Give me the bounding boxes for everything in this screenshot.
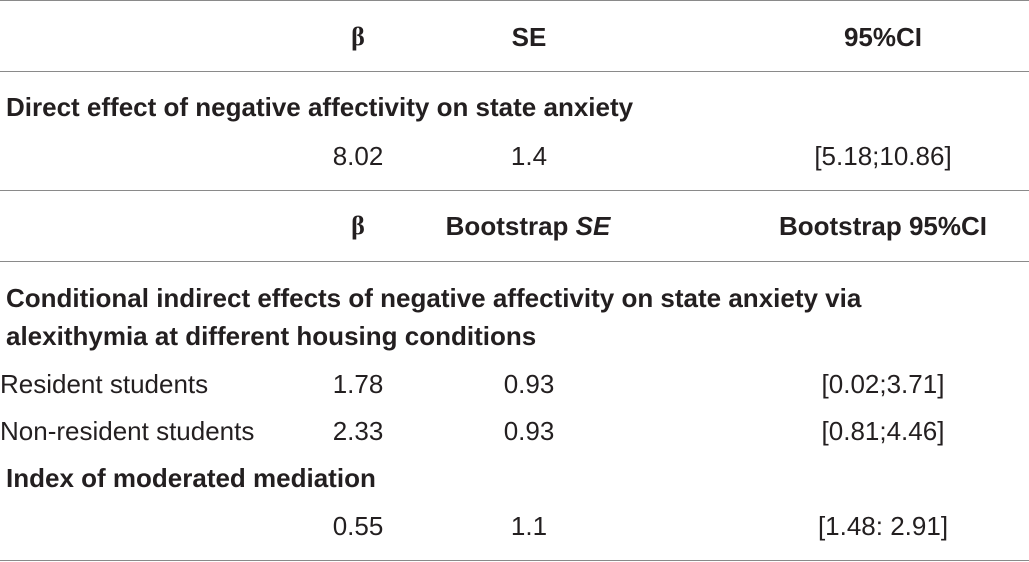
direct-se: 1.4 — [510, 141, 548, 171]
header-ci: 95%CI — [843, 22, 923, 52]
direct-ci: [5.18;10.86] — [814, 141, 952, 171]
index-beta: 0.55 — [332, 511, 384, 541]
header2-se: Bootstrap SE — [398, 211, 658, 241]
header2-se-italic: SE — [575, 211, 611, 241]
row-label: Resident students — [0, 369, 209, 399]
direct-beta: 8.02 — [332, 141, 384, 171]
header2-se-prefix: Bootstrap — [445, 211, 576, 241]
index-se: 1.1 — [510, 511, 548, 541]
top-rule — [0, 0, 1029, 1]
section-rule — [0, 190, 1029, 191]
index-ci: [1.48: 2.91] — [817, 511, 949, 541]
header2-beta: β — [351, 211, 365, 240]
conditional-title-line1: Conditional indirect effects of negative… — [6, 283, 862, 313]
row-beta: 2.33 — [332, 416, 384, 446]
header-rule-1 — [0, 71, 1029, 72]
header2-ci: Bootstrap 95%CI — [778, 211, 988, 241]
row-ci: [0.81;4.46] — [821, 416, 945, 446]
index-title: Index of moderated mediation — [6, 463, 376, 493]
row-beta: 1.78 — [332, 369, 384, 399]
conditional-title-line2: alexithymia at different housing conditi… — [6, 321, 537, 351]
row-se: 0.93 — [503, 369, 555, 399]
row-ci: [0.02;3.71] — [821, 369, 945, 399]
header-beta: β — [351, 22, 365, 51]
header-rule-2 — [0, 261, 1029, 262]
row-label: Non-resident students — [0, 416, 255, 446]
direct-effect-title: Direct effect of negative affectivity on… — [6, 92, 634, 122]
row-se: 0.93 — [503, 416, 555, 446]
bottom-rule — [0, 560, 1029, 561]
header-se: SE — [511, 22, 547, 52]
